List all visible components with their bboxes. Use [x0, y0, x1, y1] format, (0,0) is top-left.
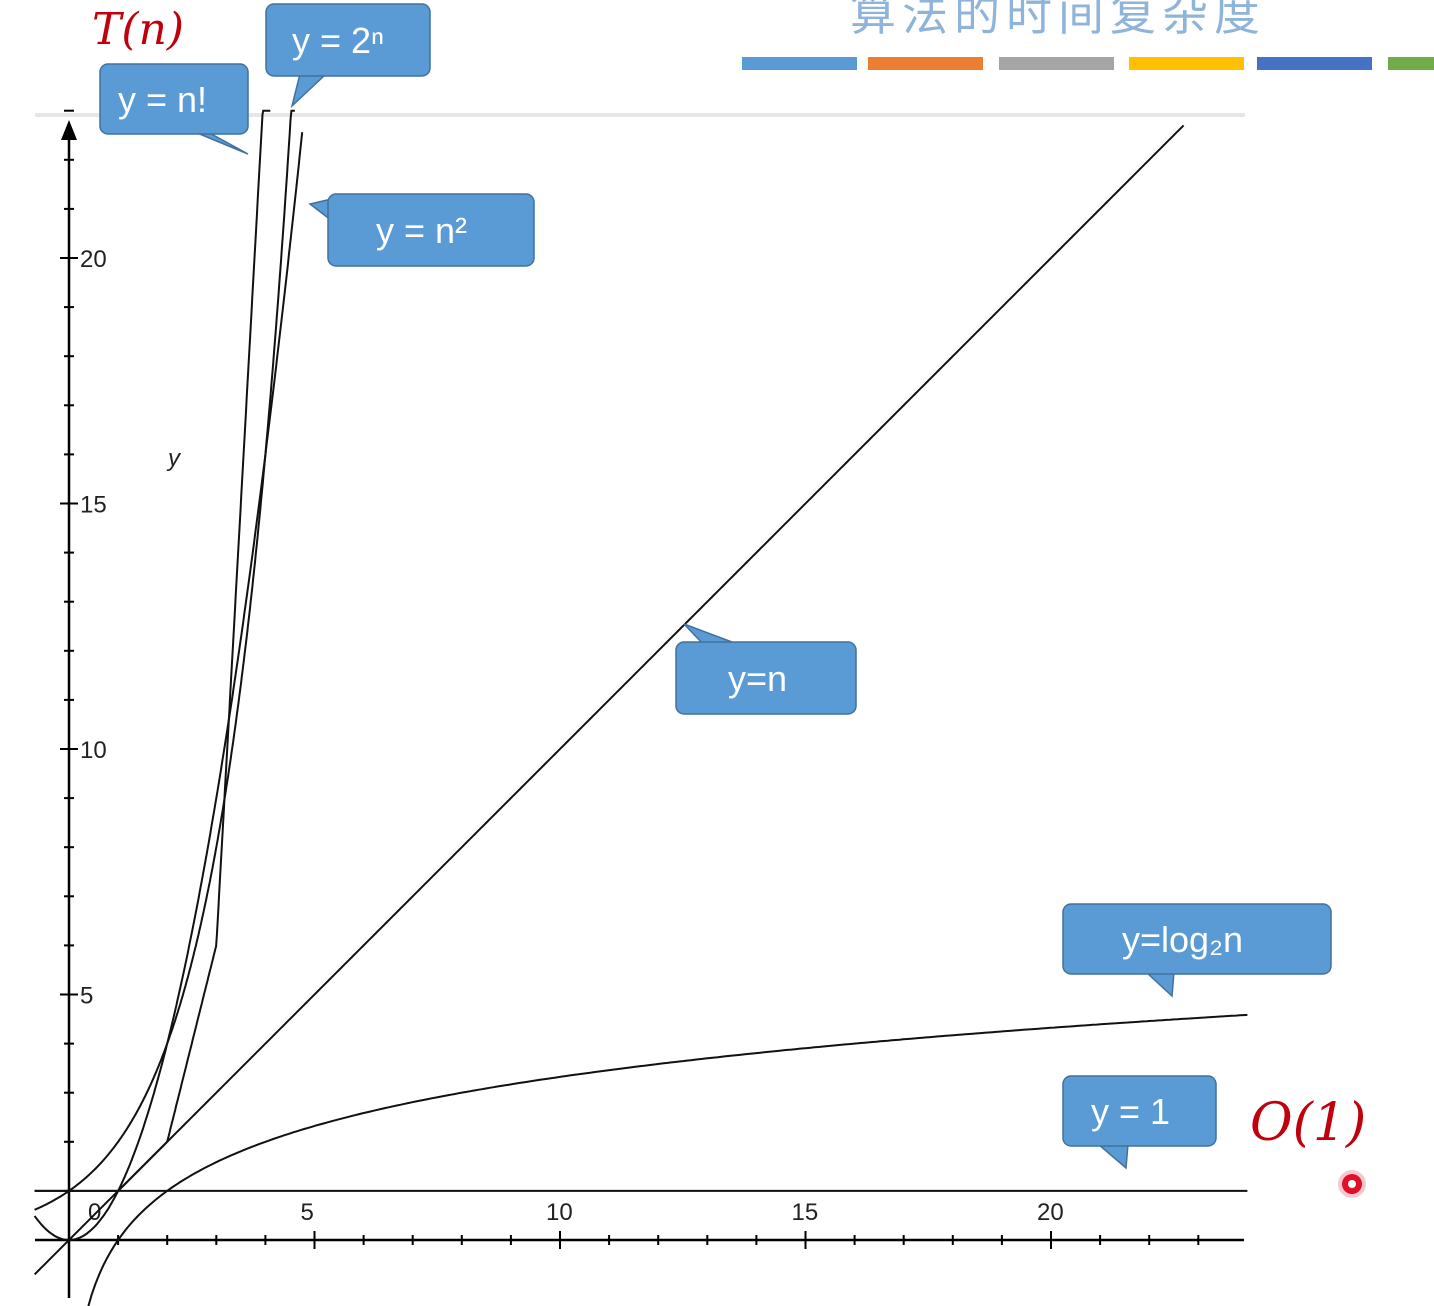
x-tick-label: 10	[546, 1199, 573, 1226]
slide-title: 算法的时间复杂度	[850, 0, 1266, 41]
callout-box	[327, 193, 535, 267]
y-axis-arrow	[61, 120, 77, 140]
y-tick-label: 5	[80, 983, 93, 1010]
annotation-o1: O(1)	[1250, 1093, 1366, 1153]
callout-label: y = n!	[118, 79, 207, 120]
callout-box	[1062, 1075, 1217, 1147]
callout-tail	[1095, 1143, 1129, 1170]
series-line	[87, 1013, 1248, 1306]
callout-box	[675, 641, 857, 715]
color-bar-segment	[742, 57, 857, 70]
axes	[35, 120, 1244, 1298]
y-tick-label: 10	[80, 737, 107, 764]
series-line	[33, 124, 1185, 1276]
color-bar-segment	[1129, 57, 1244, 70]
annotation-tn: T(n)	[92, 4, 184, 55]
slide-color-bar	[742, 57, 1434, 70]
x-tick-label: 0	[88, 1199, 101, 1226]
callout-const: y = 1	[1062, 1075, 1217, 1170]
series-line	[33, 132, 304, 1241]
pointer-dot	[1338, 1170, 1366, 1198]
callout-log: y=log₂n	[1062, 903, 1332, 998]
color-bar-segment	[999, 57, 1114, 70]
y-tick-label: 15	[80, 492, 107, 519]
callout-tail	[1144, 971, 1175, 998]
callout-tail	[290, 73, 328, 109]
callout-label: y=log₂n	[1122, 919, 1243, 960]
curves	[33, 109, 1248, 1306]
callout-label: y = 1	[1091, 1091, 1170, 1132]
y-tick-label: 20	[80, 246, 107, 273]
x-tick-label: 5	[301, 1199, 314, 1226]
callout-box	[265, 3, 431, 77]
x-tick-label: 15	[792, 1199, 819, 1226]
callout-label: y=n	[728, 658, 787, 699]
color-bar-segment	[1388, 57, 1434, 70]
x-tick-label: 20	[1037, 1199, 1064, 1226]
series-line	[34, 109, 295, 1211]
ticks: 0 5 10 15 20 5 10 15 20	[60, 109, 1200, 1249]
callout-label: y = 2ⁿ	[292, 20, 384, 61]
callouts: y = n! y = 2ⁿ y = n² y=n y=log₂n y = 1	[99, 3, 1332, 1170]
y-axis-label: y	[166, 445, 182, 472]
callout-box	[99, 63, 249, 135]
callout-exp: y = 2ⁿ	[265, 3, 431, 109]
callout-fact: y = n!	[99, 63, 249, 155]
callout-box	[1062, 903, 1332, 975]
color-bar-segment	[1257, 57, 1372, 70]
callout-linear: y=n	[675, 623, 857, 715]
callout-square: y = n²	[308, 193, 535, 267]
callout-label: y = n²	[376, 210, 467, 251]
color-bar-segment	[868, 57, 983, 70]
